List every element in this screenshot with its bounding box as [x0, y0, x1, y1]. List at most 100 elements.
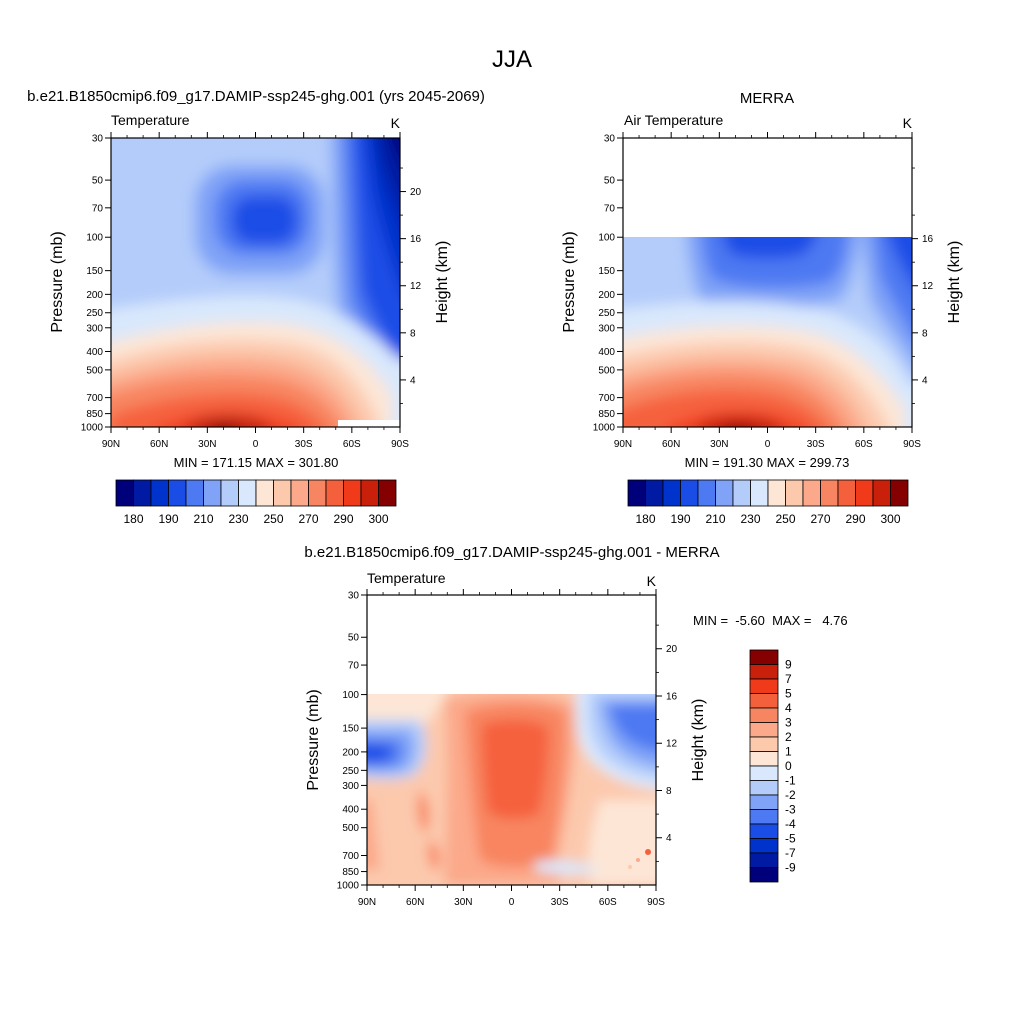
panel-obs-title: MERRA [740, 90, 794, 107]
x-tick-label: 60N [662, 439, 680, 450]
x-tick-label: 60S [855, 439, 873, 450]
y-tick-label: 50 [348, 633, 360, 644]
colorbar-label: 270 [298, 512, 318, 526]
panel-model-title: b.e21.B1850cmip6.f09_g17.DAMIP-ssp245-gh… [27, 88, 485, 105]
colorbar-swatch [697, 479, 716, 507]
panel-obs-colorbar: 180 190 210 230 250 270 290 300 [627, 479, 909, 526]
colorbar-swatch [749, 809, 779, 825]
y-tick-label: 500 [598, 365, 615, 376]
colorbar-swatch [627, 479, 646, 507]
y-tick-label: 700 [598, 393, 615, 404]
y-right-tick-label: 12 [922, 281, 934, 292]
y-tick-label: 850 [86, 409, 103, 420]
colorbar-swatch [749, 765, 779, 781]
colorbar-label: 0 [785, 759, 792, 773]
y-tick-label: 200 [598, 290, 615, 301]
y-tick-label: 70 [92, 203, 104, 214]
panel-diff-axes: 90N 60N 30N 0 30S 60S 90S 30 50 70 100 150 200 250 300… [337, 589, 678, 908]
colorbar-swatch [185, 479, 204, 507]
colorbar-swatch [749, 838, 779, 854]
panel-model-axes: 90N 60N 30N 0 30S 60S 90S 30 50 70 100 150 200 250 300… [81, 132, 422, 450]
colorbar-swatch [168, 479, 187, 507]
y-tick-label: 100 [86, 233, 103, 244]
colorbar-swatch [273, 479, 292, 507]
colorbar-swatch [749, 780, 779, 796]
colorbar-label: 250 [775, 512, 795, 526]
x-tick-label: 0 [765, 439, 771, 450]
panel-model-variable: Temperature [111, 112, 190, 128]
y-tick-label: 300 [342, 781, 359, 792]
y-tick-label: 150 [86, 266, 103, 277]
colorbar-swatch [715, 479, 734, 507]
y-tick-label: 50 [92, 176, 104, 187]
y-tick-label: 300 [598, 323, 615, 334]
colorbar-label: 210 [705, 512, 725, 526]
panel-model: b.e21.B1850cmip6.f09_g17.DAMIP-ssp245-gh… [27, 88, 485, 526]
x-tick-label: 0 [509, 897, 515, 908]
colorbar-label: 180 [635, 512, 655, 526]
y-tick-label: 200 [86, 290, 103, 301]
colorbar-swatch [308, 479, 327, 507]
colorbar-swatch [749, 707, 779, 723]
y-tick-label: 400 [86, 347, 103, 358]
panel-diff-units: K [647, 573, 657, 589]
y-tick-label: 100 [342, 690, 359, 701]
panel-diff-minmax: MIN = -5.60 MAX = 4.76 [693, 613, 848, 628]
colorbar-label: 250 [263, 512, 283, 526]
y-tick-label: 500 [86, 365, 103, 376]
panel-model-units: K [391, 115, 401, 131]
panel-obs-field [623, 237, 912, 427]
panel-diff-ylabel: Pressure (mb) [305, 689, 322, 790]
x-tick-label: 30N [198, 439, 216, 450]
y-tick-label: 200 [342, 747, 359, 758]
y-right-tick-label: 4 [666, 833, 672, 844]
colorbar-label: -3 [785, 803, 796, 817]
y-tick-label: 1000 [593, 423, 616, 434]
y-tick-label: 250 [598, 308, 615, 319]
panel-difference: b.e21.B1850cmip6.f09_g17.DAMIP-ssp245-gh… [304, 544, 847, 908]
panel-diff-title: b.e21.B1850cmip6.f09_g17.DAMIP-ssp245-gh… [304, 544, 719, 561]
x-tick-label: 60S [599, 897, 617, 908]
x-tick-label: 90N [614, 439, 632, 450]
y-tick-label: 150 [342, 724, 359, 735]
panel-obs-ylabel: Pressure (mb) [561, 231, 578, 332]
colorbar-label: 4 [785, 701, 792, 715]
colorbar-swatch [360, 479, 379, 507]
colorbar-swatch [749, 794, 779, 810]
colorbar-label: 180 [123, 512, 143, 526]
y-tick-label: 100 [598, 233, 615, 244]
x-tick-label: 0 [253, 439, 259, 450]
x-tick-label: 30S [295, 439, 313, 450]
y-right-tick-label: 4 [922, 375, 928, 386]
colorbar-label: -4 [785, 817, 796, 831]
colorbar-swatch [238, 479, 257, 507]
panel-obs-ylabel-right: Height (km) [946, 241, 963, 324]
colorbar-label: 290 [333, 512, 353, 526]
colorbar-swatch [890, 479, 909, 507]
colorbar-swatch [749, 649, 779, 665]
panel-model-ylabel-right: Height (km) [434, 241, 451, 324]
x-tick-label: 90S [391, 439, 409, 450]
colorbar-swatch [872, 479, 891, 507]
colorbar-swatch [750, 479, 769, 507]
y-right-tick-label: 16 [666, 691, 678, 702]
y-right-tick-label: 20 [410, 187, 422, 198]
colorbar-swatch [645, 479, 664, 507]
colorbar-swatch [820, 479, 839, 507]
colorbar-swatch [680, 479, 699, 507]
y-tick-label: 700 [86, 393, 103, 404]
panel-diff-variable: Temperature [367, 570, 446, 586]
y-tick-label: 300 [86, 323, 103, 334]
colorbar-swatch [133, 479, 152, 507]
colorbar-label: 290 [845, 512, 865, 526]
colorbar-label: -7 [785, 846, 796, 860]
y-right-tick-label: 8 [410, 328, 416, 339]
panel-diff-ylabel-right: Height (km) [690, 699, 707, 782]
colorbar-swatch [749, 664, 779, 680]
y-tick-label: 850 [342, 867, 359, 878]
x-tick-label: 30N [454, 897, 472, 908]
y-right-tick-label: 8 [666, 786, 672, 797]
colorbar-swatch [749, 736, 779, 752]
colorbar-label: -2 [785, 788, 796, 802]
y-tick-label: 30 [348, 591, 360, 602]
